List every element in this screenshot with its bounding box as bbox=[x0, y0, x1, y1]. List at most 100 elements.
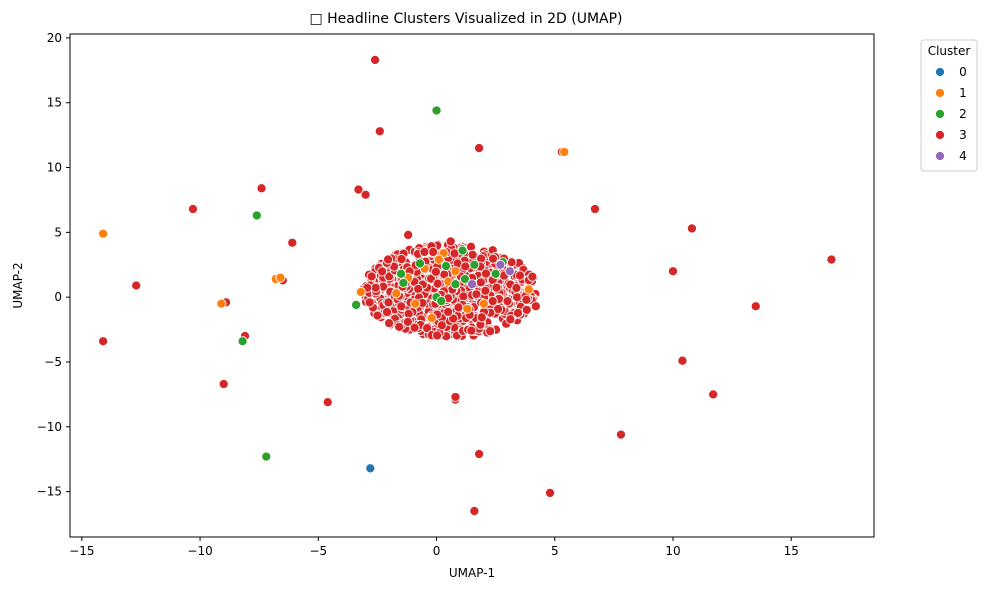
point-cluster-3 bbox=[466, 325, 477, 336]
legend-label: 4 bbox=[959, 149, 967, 163]
point-cluster-3 bbox=[474, 448, 485, 460]
point-cluster-3 bbox=[402, 316, 413, 327]
point-cluster-3 bbox=[256, 183, 267, 194]
plot-frame bbox=[69, 33, 875, 538]
point-cluster-3 bbox=[686, 223, 697, 234]
point-cluster-3 bbox=[487, 296, 498, 307]
point-cluster-3 bbox=[322, 397, 333, 408]
point-cluster-3 bbox=[527, 271, 538, 282]
point-cluster-3 bbox=[476, 312, 487, 323]
point-cluster-3 bbox=[425, 273, 437, 284]
point-cluster-1 bbox=[523, 284, 534, 295]
point-cluster-3 bbox=[469, 506, 480, 517]
point-cluster-2 bbox=[431, 105, 442, 116]
point-cluster-3 bbox=[432, 278, 443, 289]
point-cluster-3 bbox=[544, 487, 556, 498]
point-cluster-3 bbox=[450, 391, 461, 403]
x-tick-label: 5 bbox=[551, 544, 559, 558]
point-cluster-2 bbox=[469, 259, 480, 270]
point-cluster-2 bbox=[398, 277, 409, 288]
point-cluster-3 bbox=[471, 289, 482, 300]
point-cluster-2 bbox=[490, 268, 501, 279]
point-cluster-3 bbox=[370, 282, 381, 293]
point-cluster-3 bbox=[615, 429, 627, 440]
y-tick-label: 20 bbox=[47, 31, 62, 45]
point-cluster-1 bbox=[433, 254, 444, 265]
y-tick-label: 10 bbox=[47, 161, 62, 175]
x-tick-label: 15 bbox=[784, 544, 799, 558]
point-cluster-3 bbox=[430, 266, 441, 277]
point-cluster-1 bbox=[410, 298, 421, 309]
point-cluster-3 bbox=[383, 297, 394, 308]
y-tick-label: −10 bbox=[37, 420, 62, 434]
point-cluster-3 bbox=[512, 292, 523, 303]
point-cluster-3 bbox=[485, 326, 496, 337]
y-tick-label: 5 bbox=[54, 225, 62, 239]
point-cluster-2 bbox=[251, 210, 262, 221]
point-cluster-2 bbox=[237, 336, 248, 347]
point-cluster-3 bbox=[467, 249, 478, 260]
point-cluster-1 bbox=[426, 312, 437, 323]
y-axis: −15 −10 −5 0 5 10 15 20 bbox=[37, 31, 70, 499]
legend-items: 0 1 2 3 4 bbox=[934, 65, 967, 163]
x-axis: −15 −10 −5 0 5 10 15 bbox=[69, 537, 799, 558]
point-cluster-3 bbox=[436, 320, 447, 331]
y-tick-label: 15 bbox=[47, 96, 62, 110]
point-cluster-1 bbox=[462, 303, 473, 314]
legend-title: Cluster bbox=[928, 44, 971, 58]
point-cluster-3 bbox=[480, 268, 492, 279]
point-cluster-4 bbox=[504, 266, 515, 277]
point-cluster-3 bbox=[458, 291, 469, 302]
point-cluster-3 bbox=[750, 301, 761, 312]
point-cluster-2 bbox=[414, 258, 426, 269]
point-cluster-2 bbox=[457, 245, 468, 256]
point-cluster-3 bbox=[512, 307, 523, 319]
point-cluster-1 bbox=[478, 298, 489, 309]
point-cluster-3 bbox=[396, 301, 407, 312]
point-cluster-3 bbox=[409, 322, 420, 333]
point-cluster-0 bbox=[365, 463, 376, 474]
point-cluster-3 bbox=[396, 253, 407, 265]
point-cluster-3 bbox=[384, 318, 395, 329]
point-cluster-3 bbox=[364, 297, 375, 308]
point-cluster-3 bbox=[381, 306, 393, 318]
point-cluster-3 bbox=[475, 277, 486, 288]
chart-title: □ Headline Clusters Visualized in 2D (UM… bbox=[309, 11, 622, 27]
point-cluster-3 bbox=[369, 54, 381, 65]
point-cluster-3 bbox=[394, 321, 405, 332]
point-cluster-3 bbox=[374, 126, 385, 137]
point-cluster-3 bbox=[187, 203, 199, 215]
point-cluster-1 bbox=[98, 228, 109, 239]
point-cluster-3 bbox=[383, 254, 394, 265]
point-cluster-3 bbox=[708, 389, 719, 400]
point-cluster-4 bbox=[495, 259, 506, 270]
point-cluster-3 bbox=[667, 266, 679, 277]
point-cluster-2 bbox=[436, 296, 447, 307]
y-tick-label: 0 bbox=[54, 290, 62, 304]
point-cluster-1 bbox=[355, 286, 366, 298]
point-cluster-3 bbox=[428, 246, 439, 257]
point-cluster-3 bbox=[502, 296, 513, 307]
points-layer bbox=[98, 54, 837, 517]
point-cluster-3 bbox=[287, 237, 298, 248]
point-cluster-3 bbox=[491, 282, 502, 293]
legend-label: 0 bbox=[959, 65, 967, 79]
point-cluster-3 bbox=[453, 302, 464, 313]
point-cluster-3 bbox=[422, 323, 433, 334]
legend-marker bbox=[934, 150, 946, 162]
point-cluster-1 bbox=[450, 266, 461, 277]
legend-marker bbox=[934, 66, 946, 78]
point-cluster-3 bbox=[589, 203, 601, 215]
point-cluster-3 bbox=[530, 301, 541, 312]
point-cluster-3 bbox=[419, 246, 430, 257]
point-cluster-3 bbox=[677, 355, 688, 366]
y-tick-label: −5 bbox=[44, 355, 62, 369]
point-cluster-3 bbox=[432, 330, 443, 341]
point-cluster-3 bbox=[372, 310, 383, 321]
point-cluster-1 bbox=[216, 298, 227, 309]
point-cluster-3 bbox=[826, 254, 837, 265]
point-cluster-2 bbox=[351, 299, 362, 311]
point-cluster-1 bbox=[391, 288, 402, 299]
legend-label: 1 bbox=[959, 86, 967, 100]
